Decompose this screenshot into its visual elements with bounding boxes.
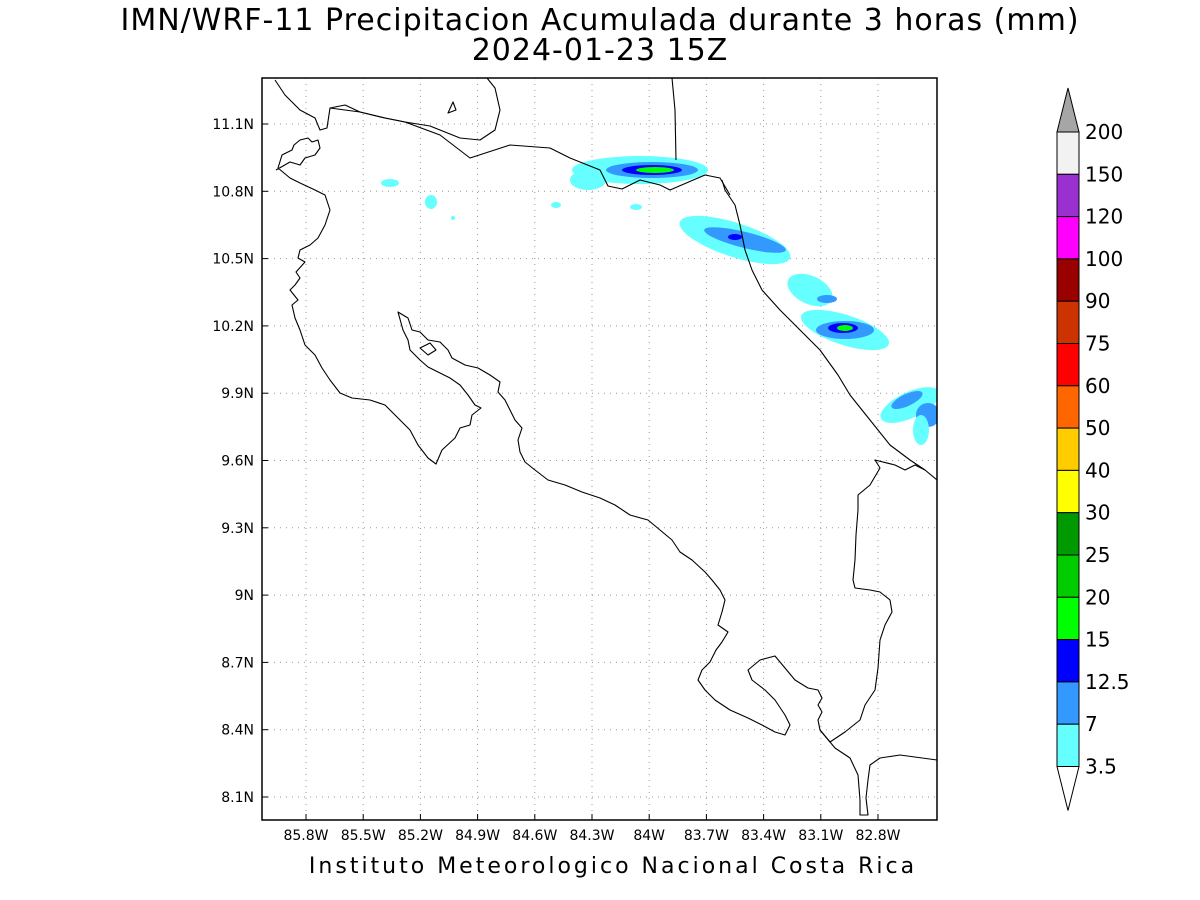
- precip-cell: [636, 167, 674, 173]
- longitude-tick-label: 85.8W: [283, 828, 328, 844]
- longitude-tick-label: 84W: [633, 828, 665, 844]
- latitude-tick-label: 8.4N: [221, 723, 254, 739]
- colorbar-label: 40: [1085, 458, 1110, 482]
- colorbar-label: 50: [1085, 416, 1110, 440]
- colorbar-label: 75: [1085, 332, 1110, 356]
- colorbar-label: 15: [1085, 628, 1110, 652]
- colorbar-swatch: [1056, 343, 1080, 387]
- institution-footer: Instituto Meteorologico Nacional Costa R…: [308, 854, 918, 879]
- precip-cell: [837, 325, 853, 331]
- colorbar-label: 100: [1085, 247, 1123, 271]
- colorbar-swatch: [1056, 300, 1080, 345]
- latitude-tick-label: 8.7N: [221, 655, 254, 671]
- colorbar-label: 25: [1085, 543, 1110, 567]
- latitude-axis: 11.1N 10.8N 10.5N 10.2N 9.9N 9.6N 9.3N 9N 8.7N 8.…: [212, 117, 268, 806]
- colorbar-bottom-arrow: [1056, 766, 1080, 811]
- precip-cell: [551, 202, 561, 208]
- latitude-tick-label: 10.2N: [212, 319, 254, 335]
- precip-cell: [570, 170, 606, 190]
- precip-cell: [451, 216, 455, 220]
- colorbar-swatch: [1056, 512, 1080, 556]
- longitude-axis: 85.8W 85.5W 85.2W 84.9W 84.6W 84.3W 84W 83.7W 83…: [283, 814, 901, 844]
- colorbar-label: 3.5: [1085, 755, 1117, 779]
- latitude-tick-label: 9.9N: [221, 386, 254, 402]
- coastline: [274, 78, 937, 816]
- longitude-tick-label: 85.2W: [398, 828, 443, 844]
- colorbar-swatch: [1056, 173, 1080, 218]
- precip-cell: [425, 195, 437, 209]
- precip-cell: [630, 204, 642, 210]
- precip-cell: [381, 179, 399, 187]
- longitude-tick-label: 84.9W: [455, 828, 500, 844]
- colorbar-label: 7: [1085, 712, 1098, 736]
- latitude-tick-label: 9.3N: [221, 521, 254, 537]
- map-datetime: 2024-01-23 15Z: [471, 33, 729, 68]
- colorbar-swatch: [1056, 131, 1080, 175]
- latitude-tick-label: 11.1N: [212, 117, 254, 133]
- latitude-tick-label: 10.8N: [212, 184, 254, 200]
- colorbar-label: 60: [1085, 374, 1110, 398]
- colorbar-swatch: [1056, 639, 1080, 683]
- longitude-tick-label: 82.8W: [855, 828, 900, 844]
- precip-cell: [787, 273, 833, 307]
- longitude-tick-label: 85.5W: [341, 828, 386, 844]
- longitude-tick-label: 83.1W: [798, 828, 843, 844]
- colorbar-swatch: [1056, 258, 1080, 302]
- latitude-tick-label: 9.6N: [221, 454, 254, 470]
- colorbar-label: 20: [1085, 585, 1110, 609]
- colorbar-label: 12.5: [1085, 670, 1130, 694]
- colorbar-label: 120: [1085, 205, 1123, 229]
- latitude-tick-label: 10.5N: [212, 252, 254, 268]
- colorbar-swatch: [1056, 469, 1080, 514]
- latitude-tick-label: 9N: [235, 588, 254, 604]
- longitude-tick-label: 83.4W: [741, 828, 786, 844]
- colorbar-label: 30: [1085, 501, 1110, 525]
- colorbar-swatch: [1056, 681, 1080, 725]
- colorbar-top-arrow: [1056, 87, 1080, 133]
- precip-cell: [891, 390, 923, 410]
- longitude-tick-label: 84.3W: [569, 828, 614, 844]
- map-frame: [261, 77, 938, 821]
- precipitation-field: [381, 156, 937, 445]
- colorbar-swatch: [1056, 216, 1080, 260]
- precip-cell: [913, 415, 929, 445]
- precip-cell: [817, 295, 837, 303]
- longitude-tick-label: 83.7W: [684, 828, 729, 844]
- colorbar-label: 150: [1085, 162, 1123, 186]
- colorbar-swatch: [1056, 385, 1080, 429]
- colorbar-swatch: [1056, 427, 1080, 471]
- colorbar-swatch: [1056, 554, 1080, 598]
- longitude-tick-label: 84.6W: [512, 828, 557, 844]
- colorbar-label: 90: [1085, 289, 1110, 313]
- precip-cell: [728, 234, 742, 240]
- colorbar: 200 150 120 100 90 75 60 50 40 30 25 20 15 12.5 7 3.5: [1056, 87, 1130, 811]
- colorbar-swatch: [1056, 596, 1080, 641]
- map-grid: [262, 78, 937, 820]
- colorbar-label: 200: [1085, 120, 1123, 144]
- map-title: IMN/WRF-11 Precipitacion Acumulada duran…: [120, 3, 1080, 38]
- colorbar-swatch: [1056, 723, 1080, 768]
- precip-cell: [704, 227, 786, 253]
- latitude-tick-label: 8.1N: [221, 790, 254, 806]
